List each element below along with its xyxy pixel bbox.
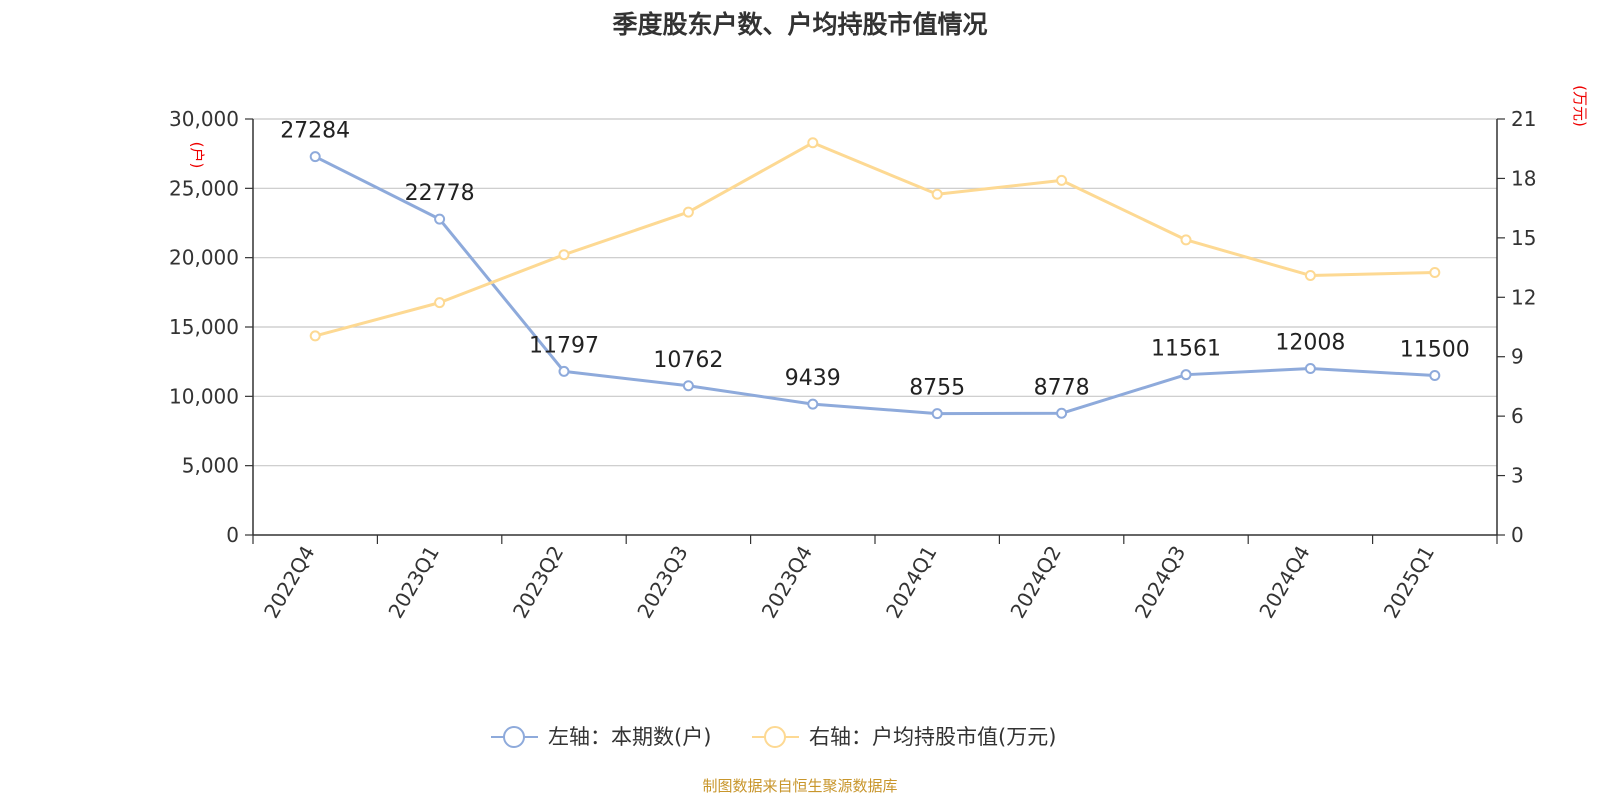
point-left-2023Q4[interactable] [807, 398, 819, 410]
data-labels: 27284 22778 11797 10762 9439 8755 8778 11561 120… [280, 119, 1470, 401]
left-tick-label: 25,000 [169, 176, 239, 200]
point-left-2025Q1[interactable] [1429, 370, 1441, 382]
data-label: 9439 [785, 366, 841, 391]
data-label: 8778 [1034, 375, 1090, 400]
x-tick-label: 2023Q1 [383, 542, 443, 623]
right-tick-label: 12 [1511, 285, 1536, 309]
x-tick-label: 2024Q1 [881, 542, 941, 623]
legend-item-right-series[interactable]: 右轴：户均持股市值(万元) [752, 725, 1056, 749]
source-note: 制图数据来自恒生聚源数据库 [702, 777, 897, 795]
right-axis-unit: (万元) [1571, 85, 1589, 127]
point-left-2024Q1[interactable] [931, 408, 943, 420]
data-label: 10762 [653, 348, 723, 373]
point-right-2024Q4[interactable] [1304, 269, 1316, 281]
x-tick-label: 2023Q2 [508, 542, 568, 623]
point-right-2024Q2[interactable] [1056, 174, 1068, 186]
legend-label-right: 右轴：户均持股市值(万元) [809, 725, 1056, 749]
point-right-2025Q1[interactable] [1429, 267, 1441, 279]
point-left-2024Q4[interactable] [1304, 362, 1316, 374]
data-label: 27284 [280, 119, 350, 144]
right-tick-label: 9 [1511, 345, 1524, 369]
left-tick-label: 15,000 [169, 315, 239, 339]
x-tick-label: 2023Q4 [757, 542, 817, 623]
data-label: 8755 [909, 376, 965, 401]
left-tick-label: 10,000 [169, 384, 239, 408]
left-axis-unit: (户) [188, 142, 206, 169]
point-left-2023Q2[interactable] [558, 365, 570, 377]
point-right-2023Q3[interactable] [682, 206, 694, 218]
legend-marker-right [764, 726, 786, 748]
axes: 0 5,000 10,000 15,000 20,000 25,000 30,000 0 3 6 9… [169, 107, 1536, 622]
series-line-left [314, 155, 1435, 416]
point-right-2022Q4[interactable] [309, 330, 321, 342]
series-line-right [314, 141, 1435, 338]
point-left-2023Q1[interactable] [434, 213, 446, 225]
grid [253, 118, 1497, 467]
point-right-2024Q3[interactable] [1180, 234, 1192, 246]
x-tick-label: 2024Q3 [1130, 542, 1190, 623]
right-tick-label: 3 [1511, 464, 1524, 488]
data-label: 11797 [529, 333, 599, 358]
right-tick-label: 6 [1511, 404, 1524, 428]
x-tick-label: 2024Q2 [1005, 542, 1065, 623]
x-tick-label: 2023Q3 [632, 542, 692, 623]
right-tick-label: 21 [1511, 107, 1536, 131]
series-lines [309, 137, 1441, 420]
data-label: 11561 [1151, 337, 1221, 362]
point-left-2022Q4[interactable] [309, 151, 321, 163]
data-label: 11500 [1400, 338, 1470, 363]
x-tick-label: 2024Q4 [1254, 542, 1314, 623]
right-tick-label: 15 [1511, 226, 1536, 250]
point-left-2024Q2[interactable] [1056, 407, 1068, 419]
right-tick-label: 18 [1511, 166, 1536, 190]
x-tick-label: 2025Q1 [1379, 542, 1439, 623]
data-label: 12008 [1275, 330, 1345, 355]
x-tick-label: 2022Q4 [259, 542, 319, 623]
left-tick-label: 30,000 [169, 107, 239, 131]
point-right-2023Q2[interactable] [558, 249, 570, 261]
point-left-2024Q3[interactable] [1180, 369, 1192, 381]
point-right-2023Q1[interactable] [434, 297, 446, 309]
legend[interactable]: 左轴：本期数(户) 右轴：户均持股市值(万元) [491, 725, 1056, 749]
left-tick-label: 0 [226, 523, 239, 547]
legend-item-left-series[interactable]: 左轴：本期数(户) [491, 725, 711, 749]
point-right-2023Q4[interactable] [807, 137, 819, 149]
left-tick-label: 20,000 [169, 246, 239, 270]
left-tick-label: 5,000 [182, 454, 239, 478]
chart-title: 季度股东户数、户均持股市值情况 [612, 10, 987, 39]
data-label: 22778 [405, 181, 475, 206]
legend-label-left: 左轴：本期数(户) [548, 725, 711, 749]
legend-marker-left [503, 726, 525, 748]
point-right-2024Q1[interactable] [931, 188, 943, 200]
point-left-2023Q3[interactable] [682, 380, 694, 392]
right-tick-label: 0 [1511, 523, 1524, 547]
